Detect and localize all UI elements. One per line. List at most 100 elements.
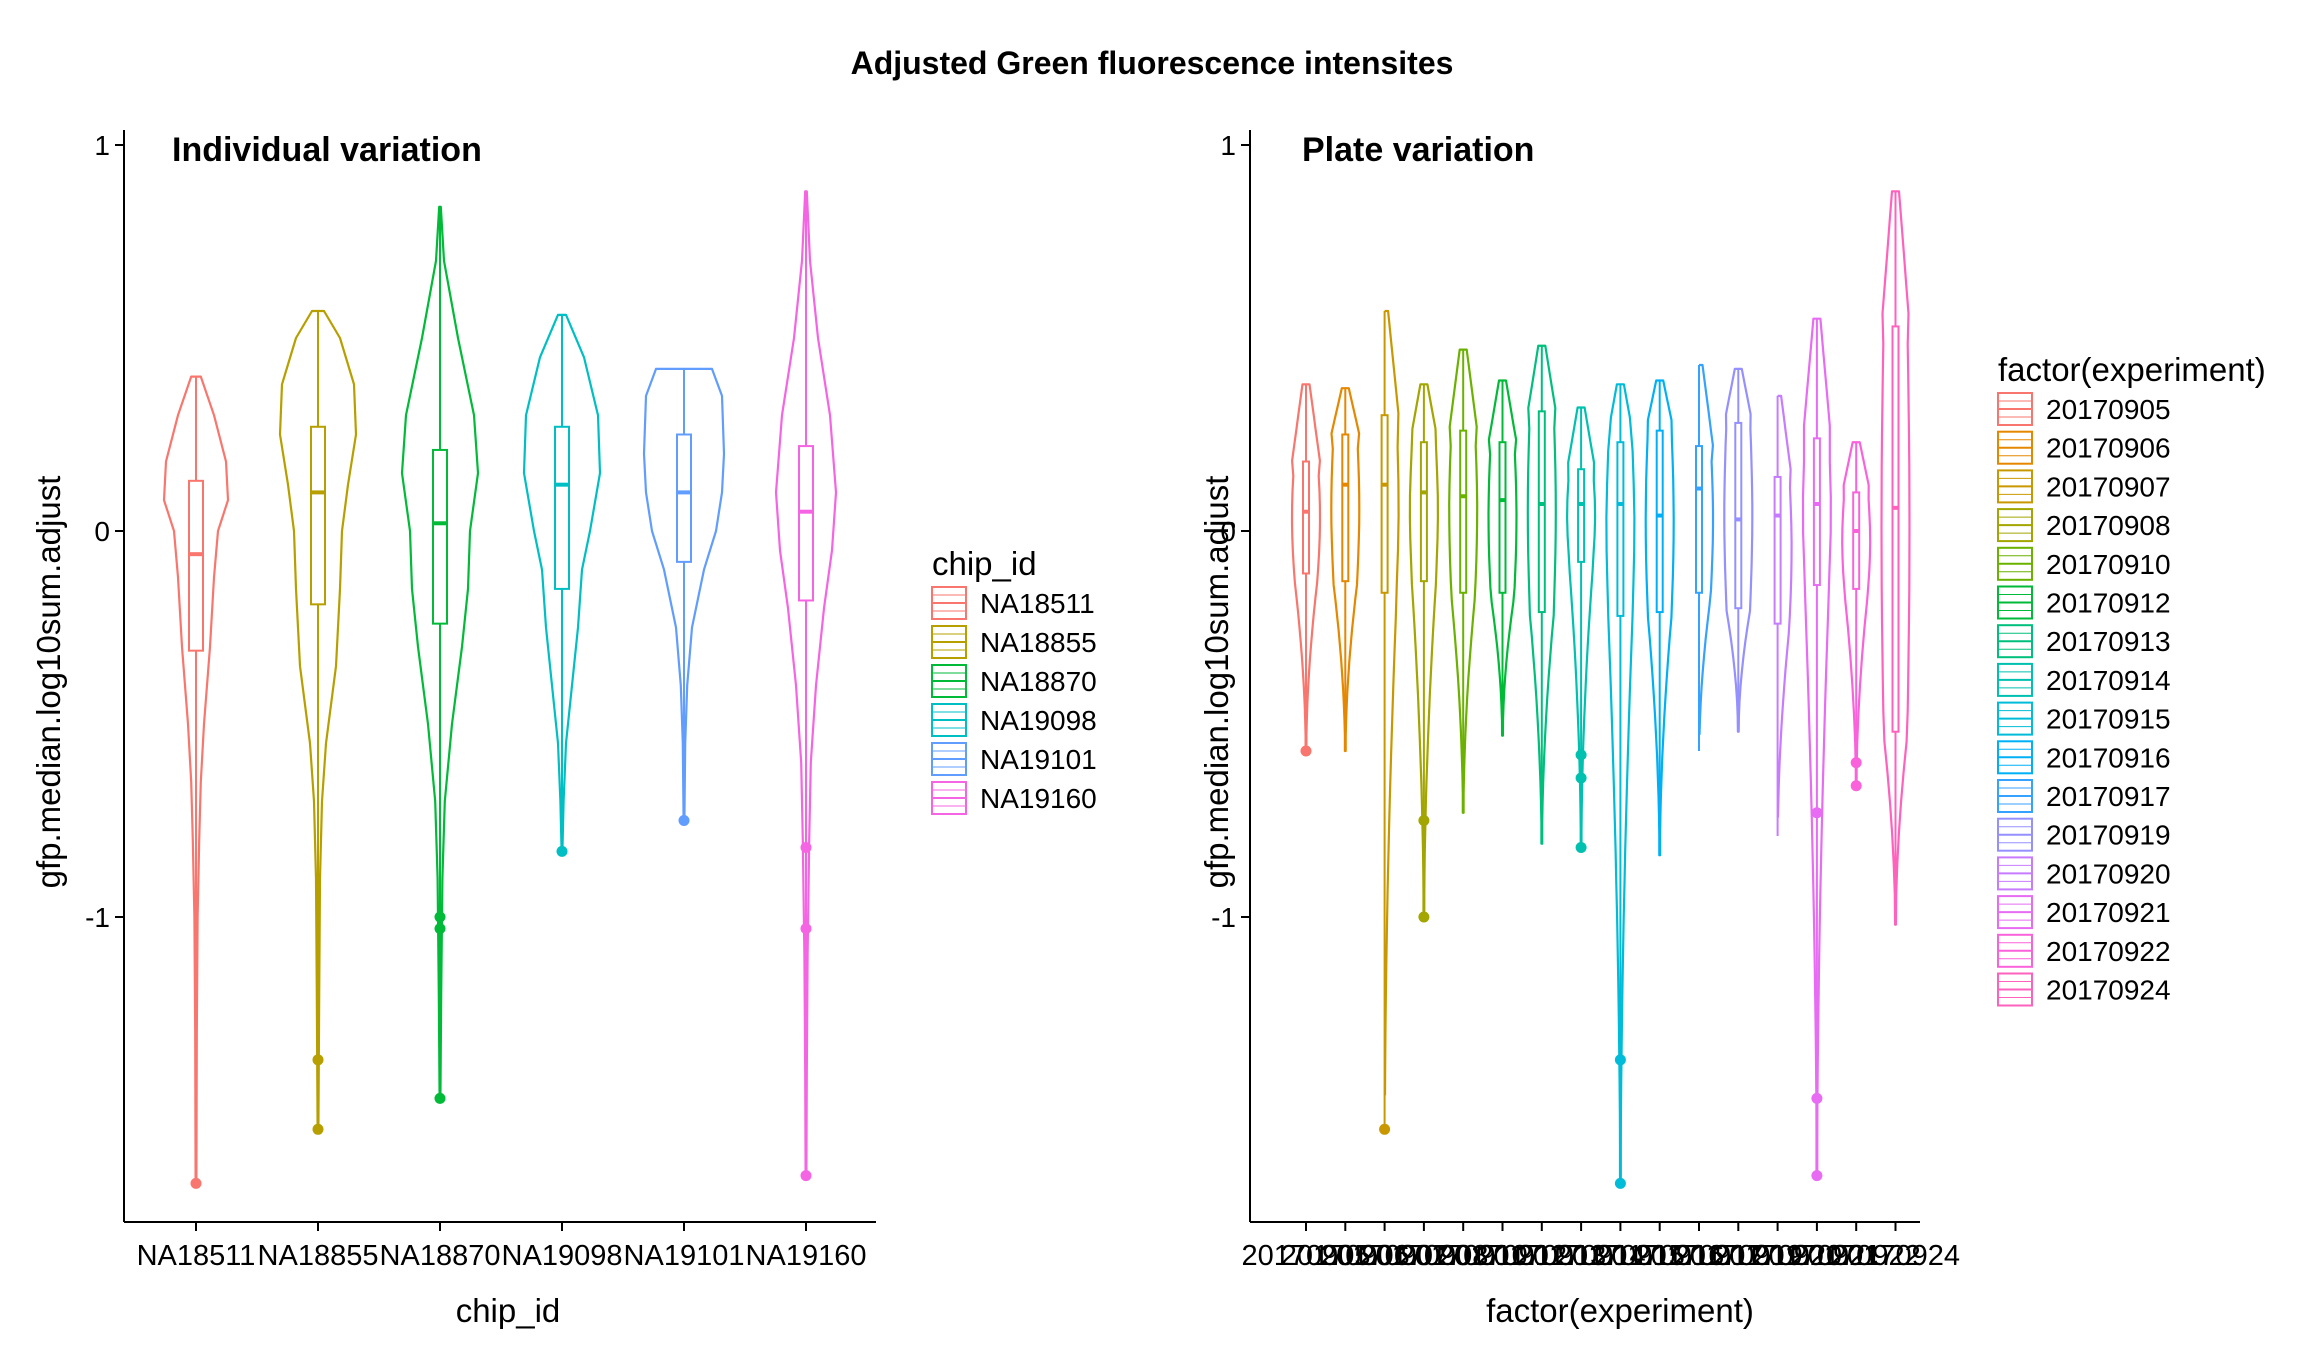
box-20170910 [1459,429,1468,594]
x-tick-label-20170912: 20170912 [1438,1240,1567,1272]
legend-label-NA19101: NA19101 [980,744,1097,775]
legend-label-NA18855: NA18855 [980,627,1097,658]
outlier-point-20170908 [1418,911,1430,923]
outlier-point-20170905 [1300,745,1312,757]
box-20170907 [1380,414,1389,594]
x-tick-label-20170920: 20170920 [1713,1240,1842,1272]
legend-label-20170912: 20170912 [2046,588,2171,619]
box-20170917 [1695,445,1703,594]
legend-label-20170910: 20170910 [2046,549,2171,580]
box-20170912 [1498,441,1507,594]
box-NA18855 [310,425,326,606]
x-tick-label-20170908: 20170908 [1359,1240,1488,1272]
x-tick-label-NA18870: NA18870 [380,1240,501,1272]
x-tick-label-20170915: 20170915 [1556,1240,1685,1272]
legend-label-20170914: 20170914 [2046,665,2171,696]
outlier-point-20170907 [1379,1123,1391,1135]
panel-title-individual: Individual variation [172,131,482,169]
box-20170905 [1302,460,1310,575]
outlier-point-NA18870 [434,923,446,935]
box-20170913 [1537,410,1546,614]
legend-label-20170906: 20170906 [2046,433,2171,464]
x-tick-label-20170919: 20170919 [1674,1240,1803,1272]
outlier-point-20170914 [1575,842,1587,854]
box-20170922 [1852,491,1861,590]
legend-label-20170907: 20170907 [2046,471,2171,502]
legend-label-NA19160: NA19160 [980,783,1097,814]
y-tick-label-plate: 0 [1220,516,1236,547]
x-tick-label-20170907: 20170907 [1320,1240,1449,1272]
legend-label-20170922: 20170922 [2046,936,2171,967]
outlier-point-NA19160 [800,1170,812,1182]
legend-title-plate: factor(experiment) [1998,351,2266,388]
x-tick-label-20170914: 20170914 [1517,1240,1646,1272]
x-axis-label-individual: chip_id [456,1292,561,1329]
y-tick-label-individual: 0 [94,516,110,547]
box-20170906 [1341,433,1350,583]
x-tick-label-20170906: 20170906 [1281,1240,1410,1272]
outlier-point-20170921 [1811,1170,1823,1182]
outlier-point-NA19098 [556,845,568,857]
legend-label-20170916: 20170916 [2046,742,2171,773]
box-20170908 [1419,441,1428,583]
x-tick-label-20170924: 20170924 [1831,1240,1960,1272]
legend-label-20170919: 20170919 [2046,820,2171,851]
x-tick-label-NA19160: NA19160 [746,1240,867,1272]
y-tick-label-individual: 1 [94,130,110,161]
legend-label-20170905: 20170905 [2046,394,2171,425]
x-axis-label-plate: factor(experiment) [1486,1292,1754,1329]
x-tick-label-20170917: 20170917 [1634,1240,1763,1272]
violin-20170920 [1776,394,1793,818]
outlier-point-NA18511 [190,1177,202,1189]
outlier-point-NA19160 [800,842,812,854]
legend-label-20170921: 20170921 [2046,897,2171,928]
outlier-point-NA19160 [800,923,812,935]
box-20170915 [1616,441,1625,617]
legend-title-individual: chip_id [932,545,1037,582]
outlier-point-20170914 [1575,749,1587,761]
outlier-point-NA18870 [434,911,446,923]
box-NA19160 [798,445,814,602]
violin-20170907 [1383,309,1400,1096]
y-axis-label-individual: gfp.median.log10sum.adjust [30,476,67,889]
outlier-point-20170915 [1614,1177,1626,1189]
outlier-point-NA19101 [678,815,690,826]
outlier-point-20170922 [1850,757,1862,769]
legend-label-20170920: 20170920 [2046,858,2171,889]
outlier-point-NA18870 [434,1092,446,1104]
outlier-point-NA18855 [312,1123,324,1135]
violin-20170917 [1698,363,1715,735]
box-NA18870 [432,448,448,625]
y-tick-label-plate: 1 [1220,130,1236,161]
legend-label-20170924: 20170924 [2046,975,2171,1006]
box-20170920 [1773,475,1782,625]
box-20170914 [1577,468,1586,563]
legend-label-20170913: 20170913 [2046,626,2171,657]
outlier-point-20170921 [1811,1092,1823,1104]
outlier-point-20170922 [1850,780,1862,792]
outlier-point-20170914 [1575,772,1587,784]
legend-label-NA18511: NA18511 [980,588,1095,619]
x-tick-label-NA19101: NA19101 [624,1240,745,1272]
box-20170924 [1891,325,1900,733]
x-tick-label-NA18855: NA18855 [258,1240,379,1272]
x-tick-label-20170922: 20170922 [1792,1240,1921,1272]
box-20170921 [1812,437,1821,587]
x-tick-label-20170910: 20170910 [1399,1240,1528,1272]
panel-title-plate: Plate variation [1302,131,1534,169]
outlier-point-20170908 [1418,815,1430,826]
outlier-point-20170921 [1811,807,1823,819]
y-tick-label-plate: -1 [1211,902,1236,933]
box-NA19098 [554,425,570,590]
x-tick-label-NA19098: NA19098 [502,1240,623,1272]
legend-label-20170915: 20170915 [2046,704,2171,735]
legend-label-NA19098: NA19098 [980,705,1097,736]
outlier-point-NA18855 [312,1054,324,1066]
x-tick-label-20170916: 20170916 [1595,1240,1724,1272]
y-tick-label-individual: -1 [85,902,110,933]
legend-label-NA18870: NA18870 [980,666,1097,697]
x-tick-label-NA18511: NA18511 [137,1240,256,1272]
box-NA18511 [188,479,204,652]
